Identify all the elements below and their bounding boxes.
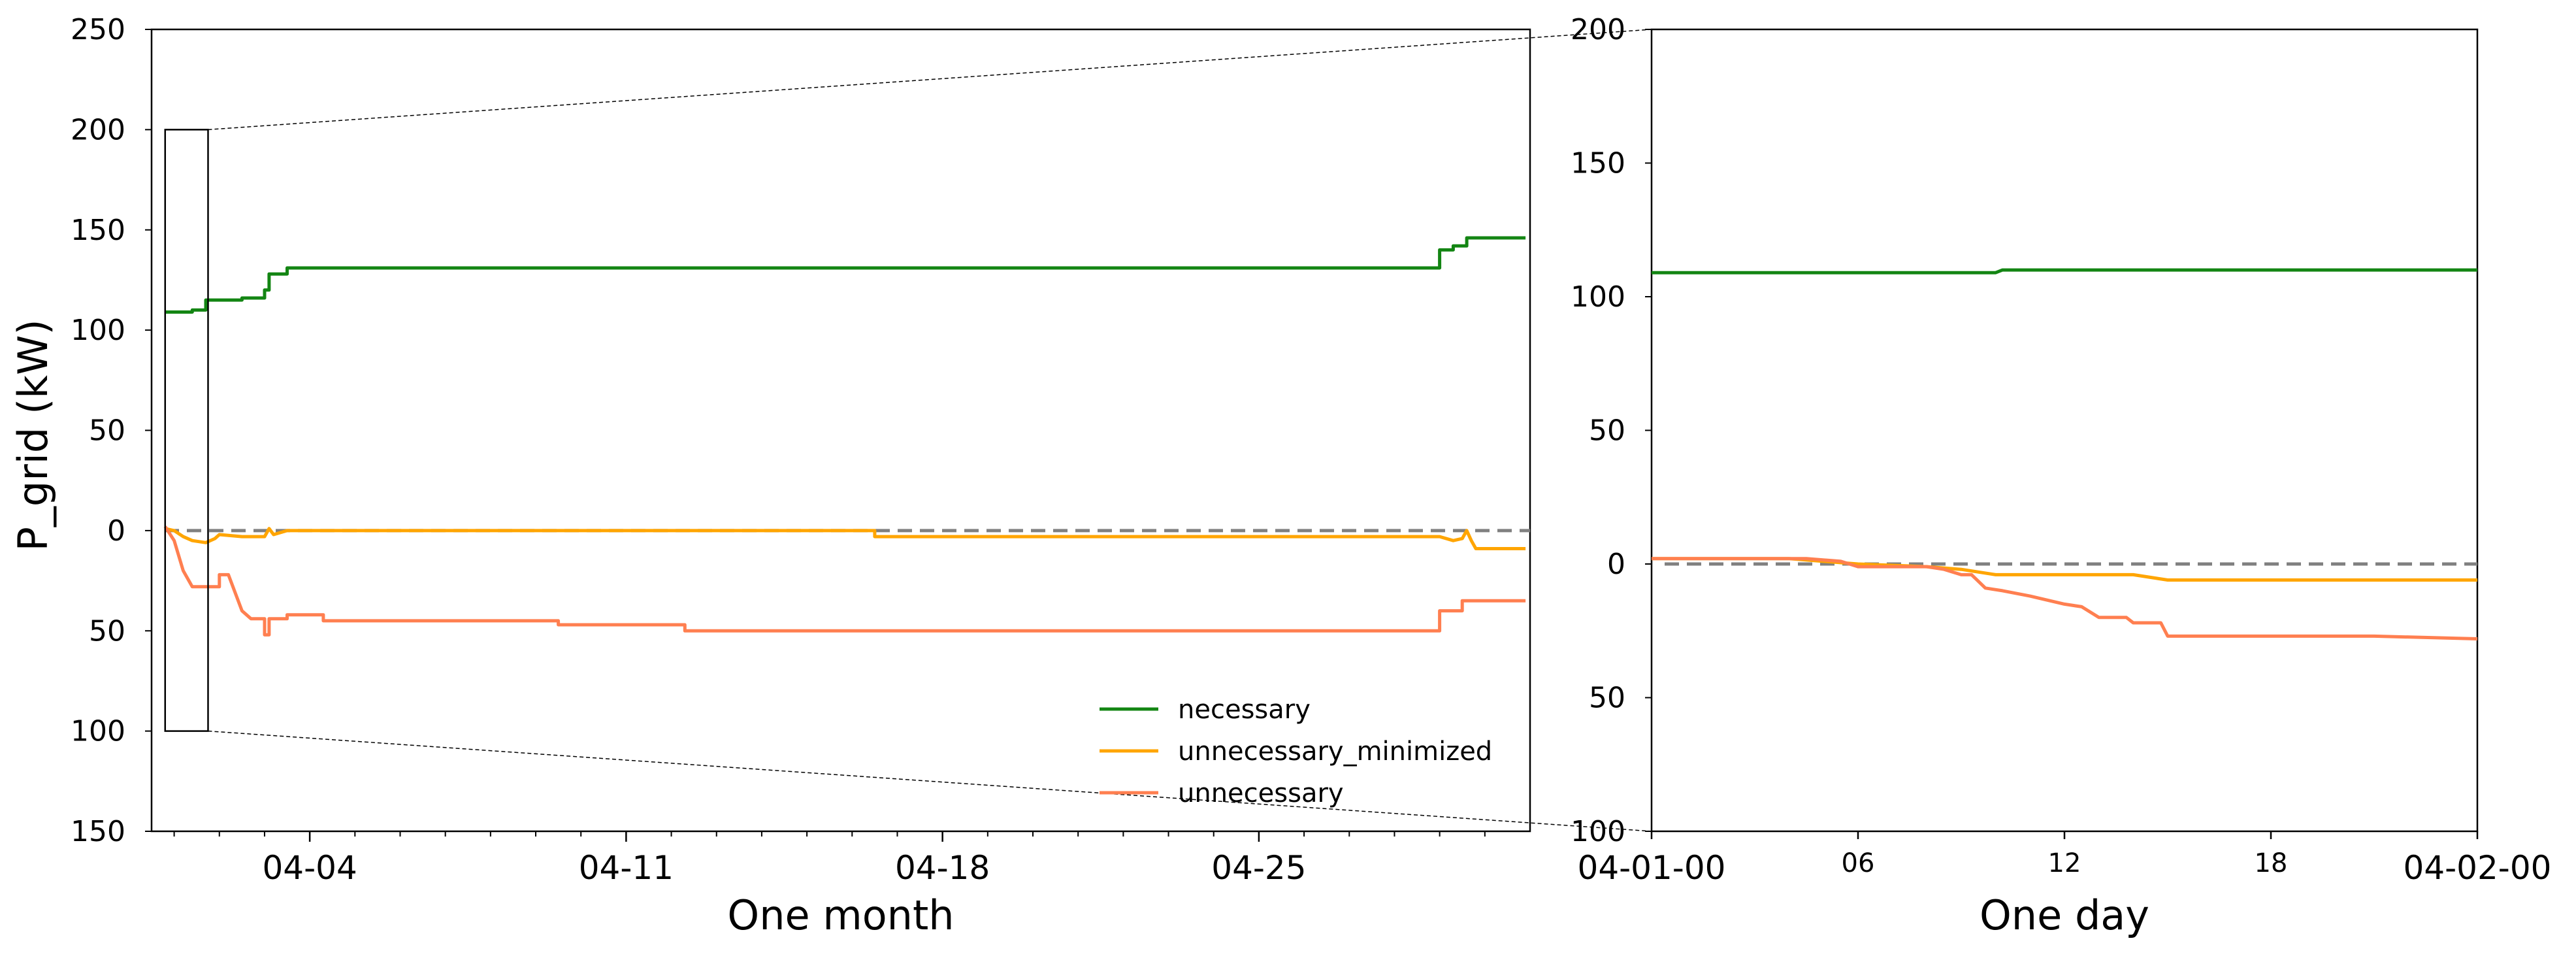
- zoom-connector-lines: [208, 29, 1652, 832]
- y-tick-label: 0: [1607, 548, 1625, 581]
- month-panel: 250 200 150 100 50 0 50 100 150 04-04 04-11 04-18 04…: [71, 13, 1531, 939]
- y-tick-label: 50: [89, 614, 125, 648]
- x-tick-label: 04-04: [262, 849, 357, 887]
- y-tick-label: 50: [1589, 414, 1625, 448]
- x-tick-label: 18: [2255, 848, 2288, 878]
- zoom-connector-bottom: [208, 730, 1652, 832]
- x-axis-label: One day: [1980, 891, 2149, 939]
- x-tick-label: 04-01-00: [1578, 849, 1726, 887]
- plot-frame: [1650, 28, 2479, 833]
- legend: necessary unnecessary_minimized unnecessar…: [1100, 695, 1492, 808]
- legend-label: unnecessary_minimized: [1178, 737, 1492, 767]
- y-tick-label: 200: [1571, 13, 1625, 46]
- zoom-connector-top: [208, 29, 1652, 131]
- x-tick-label: 04-25: [1211, 849, 1306, 887]
- plot-frame: [150, 28, 1531, 833]
- series-line-unnecessary: [163, 525, 1526, 637]
- y-tick-label: 150: [71, 815, 125, 848]
- y-tick-label: 50: [89, 414, 125, 448]
- series-line-unnecessary-minimized: [1652, 557, 2477, 582]
- y-tick-label: 150: [1571, 147, 1625, 180]
- y-tick-label: 150: [71, 214, 125, 247]
- zoom-box: [164, 129, 209, 732]
- x-axis-label: One month: [727, 891, 954, 939]
- y-tick-label: 0: [107, 514, 125, 548]
- y-tick-label: 100: [71, 715, 125, 748]
- y-tick-label: 250: [71, 13, 125, 46]
- series-line-unnecessary: [1652, 557, 2478, 640]
- x-tick-label: 12: [2048, 848, 2081, 878]
- x-tick-label: 04-11: [579, 849, 674, 887]
- y-tick-label: 200: [71, 113, 125, 146]
- y-tick-label: 50: [1589, 682, 1625, 715]
- y-axis-label: P_grid (kW): [9, 319, 57, 551]
- x-tick-label: 06: [1842, 848, 1875, 878]
- legend-label: necessary: [1178, 695, 1311, 725]
- y-tick-label: 100: [71, 314, 125, 347]
- y-tick-label: 100: [1571, 280, 1625, 314]
- series-line-necessary: [1652, 268, 2477, 274]
- x-tick-label: 04-02-00: [2404, 849, 2552, 887]
- legend-label: unnecessary: [1178, 778, 1344, 808]
- series-line-necessary: [165, 236, 1526, 314]
- x-tick-label: 04-18: [895, 849, 990, 887]
- y-tick-label: 100: [1571, 815, 1625, 848]
- series-line-unnecessary-minimized: [165, 527, 1526, 550]
